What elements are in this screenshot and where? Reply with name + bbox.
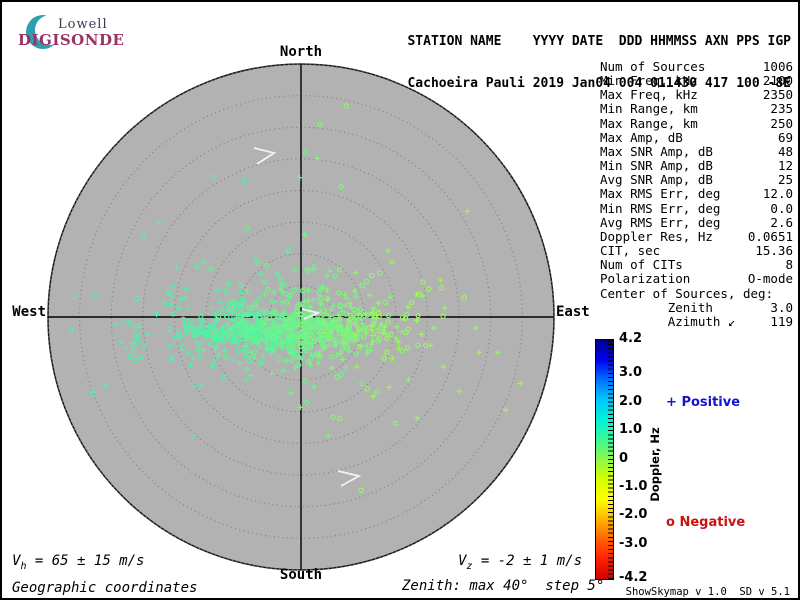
station-header-values: Cachoeira Pauli 2019 Jan04 004 011430 41…	[407, 76, 791, 91]
compass-south-label: South	[279, 567, 323, 583]
stats-label: Doppler Res, Hz	[600, 228, 713, 244]
colorbar-tick-label: 0	[619, 450, 629, 466]
colorbar-tick-label: 4.2	[619, 331, 643, 346]
stats-value: 235	[770, 101, 793, 117]
compass-east-label: East	[556, 304, 590, 320]
zenith-scale-note: Zenith: max 40° step 5°	[402, 578, 605, 594]
plus-marker-icon: +	[666, 395, 677, 410]
colorbar-tick-label: 3.0	[619, 365, 643, 381]
colorbar-axis-label: Doppler, Hz	[648, 427, 662, 502]
colorbar-tick-label: -1.0	[619, 478, 648, 494]
colorbar-tick-label: -3.0	[619, 535, 648, 551]
colorbar-tick-label: -2.0	[619, 507, 648, 523]
legend-positive-label: Positive	[681, 395, 741, 410]
stats-value: 119	[770, 313, 793, 329]
stats-label: Min SNR Amp, dB	[600, 158, 713, 174]
stats-label: Min Range, km	[600, 101, 698, 117]
stats-label: Min Freq, kHz	[600, 73, 698, 89]
stats-label: CIT, sec	[600, 243, 661, 259]
stats-row: Avg RMS Err, deg 2.6	[600, 214, 793, 230]
stats-row: Min SNR Amp, dB 12	[600, 158, 793, 174]
station-header: STATION NAME YYYY DATE DDD HHMMSS AXN PP…	[407, 7, 791, 119]
stats-label: Max Range, km	[600, 115, 698, 131]
stats-label: Min RMS Err, deg	[600, 200, 721, 216]
stats-label: Max SNR Amp, dB	[600, 143, 713, 159]
circle-marker-icon: o	[666, 515, 675, 530]
measurement-stats-panel: Num of Sources 1006 Min Freq, kHz 2100 Max F…	[600, 59, 793, 329]
stats-row: Zenith 3.0	[600, 299, 793, 315]
stats-value: 15.36	[755, 243, 793, 259]
crescent-logo-icon	[26, 15, 65, 49]
legend-negative-label: Negative	[679, 515, 746, 530]
stats-row: Max RMS Err, deg 12.0	[600, 187, 793, 201]
compass-north-label: North	[279, 44, 323, 60]
stats-label: Avg SNR Amp, dB	[600, 172, 713, 188]
colorbar-tick-label: 2.0	[619, 393, 643, 409]
vertical-velocity-readout: Vz = -2 ± 1 m/s	[457, 553, 582, 572]
stats-row: Min Range, km 235	[600, 102, 793, 116]
colorbar-tick-label: 1.0	[619, 422, 643, 438]
stats-value: 69	[777, 129, 793, 145]
stats-row: Avg SNR Amp, dB 25	[600, 173, 793, 187]
stats-row: Polarization O-mode	[600, 272, 793, 286]
stats-value: 0.0651	[747, 228, 793, 244]
coordinate-system-note: Geographic coordinates	[12, 580, 198, 596]
stats-value: O-mode	[747, 271, 793, 287]
drift-direction-arrow	[337, 470, 362, 487]
drift-direction-arrow	[253, 147, 277, 165]
stats-value: 2350	[762, 87, 793, 103]
station-header-columns: STATION NAME YYYY DATE DDD HHMMSS AXN PP…	[407, 34, 791, 49]
stats-value: 2100	[762, 73, 793, 89]
stats-row: Max Range, km 250	[600, 115, 793, 131]
doppler-colorbar	[595, 339, 614, 580]
stats-row: Center of Sources, deg:	[600, 285, 793, 301]
stats-value: 48	[777, 143, 793, 159]
colorbar-tick-label: -4.2	[619, 570, 648, 585]
stats-value: 12	[777, 158, 793, 174]
stats-row: Doppler Res, Hz 0.0651	[600, 228, 793, 244]
stats-row: Num of Sources 1006	[600, 59, 793, 74]
stats-value: 1006	[762, 59, 793, 74]
legend-positive: + Positive	[666, 395, 740, 410]
horizontal-velocity-readout: Vh = 65 ± 15 m/s	[12, 553, 145, 572]
stats-label: Polarization	[600, 271, 691, 287]
stats-value: 0.0	[770, 200, 793, 216]
stats-label: Avg RMS Err, deg	[600, 214, 721, 230]
stats-row: Max SNR Amp, dB 48	[600, 143, 793, 159]
software-version-label: ShowSkymap v 1.0 SD v 5.1	[625, 586, 790, 598]
logo-brand-top: Lowell	[58, 17, 108, 32]
legend-negative: o Negative	[666, 515, 745, 530]
stats-label: Num of CITs	[600, 257, 683, 273]
stats-value: 2.6	[770, 214, 793, 230]
stats-label: Zenith	[600, 299, 713, 315]
lowell-digisonde-logo: Lowell DIGISONDE	[12, 6, 142, 50]
stats-label: Max Amp, dB	[600, 129, 683, 145]
stats-row: Azimuth ↙ 119	[600, 313, 793, 329]
stats-value: 8	[785, 257, 793, 273]
stats-value: 12.0	[762, 186, 793, 202]
drift-direction-arrow	[301, 308, 321, 320]
stats-label: Num of Sources	[600, 59, 706, 74]
stats-value: 3.0	[770, 299, 793, 315]
stats-row: Max Amp, dB 69	[600, 129, 793, 145]
stats-label: Max Freq, kHz	[600, 87, 698, 103]
stats-row: Min Freq, kHz 2100	[600, 74, 793, 88]
stats-row: Num of CITs 8	[600, 258, 793, 272]
stats-value: 250	[770, 115, 793, 131]
stats-row: Max Freq, kHz 2350	[600, 88, 793, 102]
stats-value: 25	[777, 172, 793, 188]
stats-label: Max RMS Err, deg	[600, 186, 721, 202]
colorbar-minor-ticks	[608, 340, 613, 579]
stats-row: Min RMS Err, deg 0.0	[600, 200, 793, 216]
logo-brand-bottom: DIGISONDE	[18, 31, 125, 49]
compass-west-label: West	[12, 304, 46, 320]
stats-label: Azimuth ↙	[600, 313, 736, 329]
stats-label: Center of Sources, deg:	[600, 285, 774, 301]
stats-row: CIT, sec 15.36	[600, 243, 793, 259]
